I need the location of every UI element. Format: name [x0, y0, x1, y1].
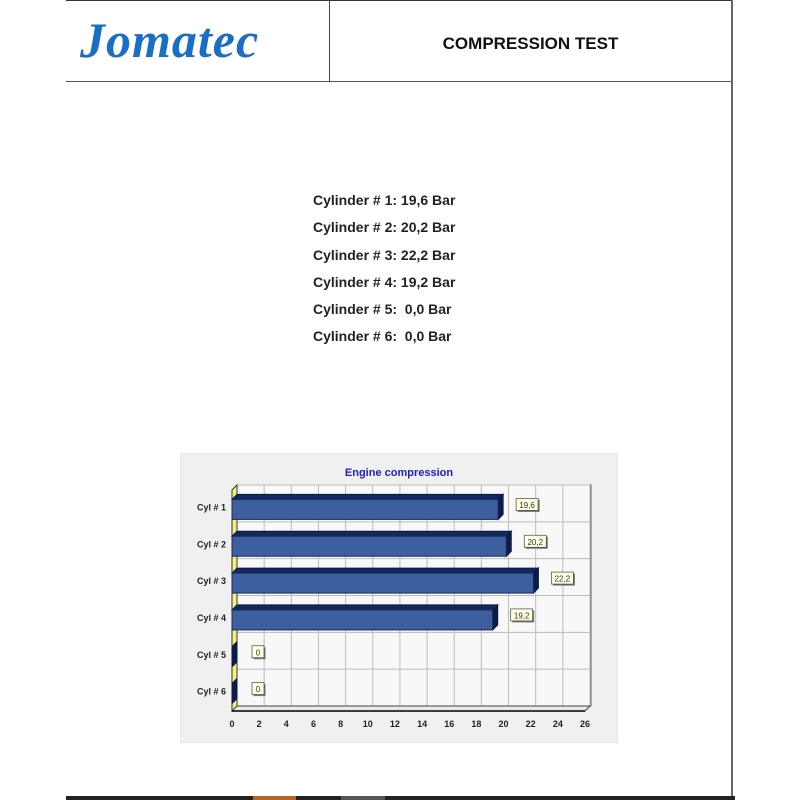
data-label-box — [551, 571, 574, 585]
bar-5 — [231, 640, 238, 668]
reading-cyl-5: Cylinder # 5: 0,0 Bar — [313, 301, 452, 318]
bar-6 — [231, 677, 238, 705]
reading-cyl-2: Cylinder # 2: 20,2 Bar — [313, 219, 456, 236]
x-tick-label: 20 — [499, 719, 509, 729]
reading-cyl-1: Cylinder # 1: 19,6 Bar — [313, 192, 456, 208]
x-tick-label: 22 — [526, 719, 536, 729]
bar — [231, 498, 499, 520]
bar-4 — [230, 603, 499, 632]
bar-side — [497, 493, 504, 521]
data-label-box — [510, 608, 534, 622]
bar — [231, 535, 507, 557]
bar-1 — [230, 493, 505, 521]
bar-side — [505, 530, 512, 558]
reading-cyl-3: Cylinder # 3: 22,2 Bar — [313, 246, 456, 263]
data-label: 0 — [256, 685, 261, 694]
y-tick-label: Cyl # 6 — [197, 687, 226, 697]
x-tick-label: 18 — [471, 719, 481, 729]
bar-side — [532, 566, 539, 595]
bar-top — [230, 567, 540, 574]
jomatec-logo: Jomatec — [80, 12, 260, 68]
y-tick-label: Cyl # 1 — [197, 502, 226, 512]
bottom-bar-segment — [341, 796, 385, 800]
reading-cyl-4: Cylinder # 4: 19,2 Bar — [313, 273, 456, 290]
bar-side — [492, 603, 499, 632]
bar — [231, 572, 534, 594]
data-label: 19,2 — [514, 611, 530, 620]
x-tick-label: 0 — [229, 719, 234, 729]
bar-side — [231, 677, 238, 705]
x-tick-label: 10 — [363, 719, 373, 729]
x-tick-label: 6 — [311, 719, 316, 729]
data-label-box — [515, 498, 539, 511]
reading-cyl-6: Cylinder # 6: 0,0 Bar — [313, 328, 452, 345]
bar-2 — [230, 530, 513, 558]
data-label: 22,2 — [555, 575, 571, 584]
data-label-box — [251, 682, 265, 695]
bar — [231, 609, 494, 631]
data-label-box — [251, 645, 265, 659]
x-tick-label: 12 — [390, 719, 400, 729]
bottom-bar-segment — [253, 796, 296, 800]
bar-3 — [230, 566, 540, 595]
report-header: Jomatec COMPRESSION TEST — [66, 0, 731, 82]
chart-title: Engine compression — [345, 467, 453, 479]
header-divider — [329, 1, 330, 81]
x-tick-label: 26 — [580, 719, 590, 729]
y-tick-label: Cyl # 2 — [197, 539, 226, 549]
y-tick-label: Cyl # 3 — [197, 576, 226, 586]
bar-side — [231, 640, 238, 668]
cylinder-readings: Cylinder # 1: 19,6 Bar Cylinder # 2: 20,… — [313, 192, 455, 356]
x-tick-label: 8 — [338, 719, 343, 729]
report-title: COMPRESSION TEST — [442, 34, 619, 53]
x-tick-label: 24 — [553, 719, 563, 729]
x-tick-label: 16 — [444, 719, 454, 729]
y-tick-label: Cyl # 5 — [197, 650, 226, 660]
data-label: 0 — [256, 648, 261, 657]
x-tick-label: 2 — [257, 719, 262, 729]
bottom-bar — [66, 796, 735, 800]
x-tick-label: 4 — [284, 719, 289, 729]
bar-top — [230, 493, 505, 500]
report-page: Jomatec COMPRESSION TEST — [66, 0, 733, 796]
y-tick-label: Cyl # 4 — [197, 613, 226, 623]
data-label: 20,2 — [527, 538, 543, 547]
data-label-box — [523, 534, 547, 548]
bar-top — [230, 530, 513, 537]
data-label: 19,6 — [519, 501, 535, 510]
x-tick-label: 14 — [417, 719, 427, 729]
bar-top — [230, 604, 499, 611]
